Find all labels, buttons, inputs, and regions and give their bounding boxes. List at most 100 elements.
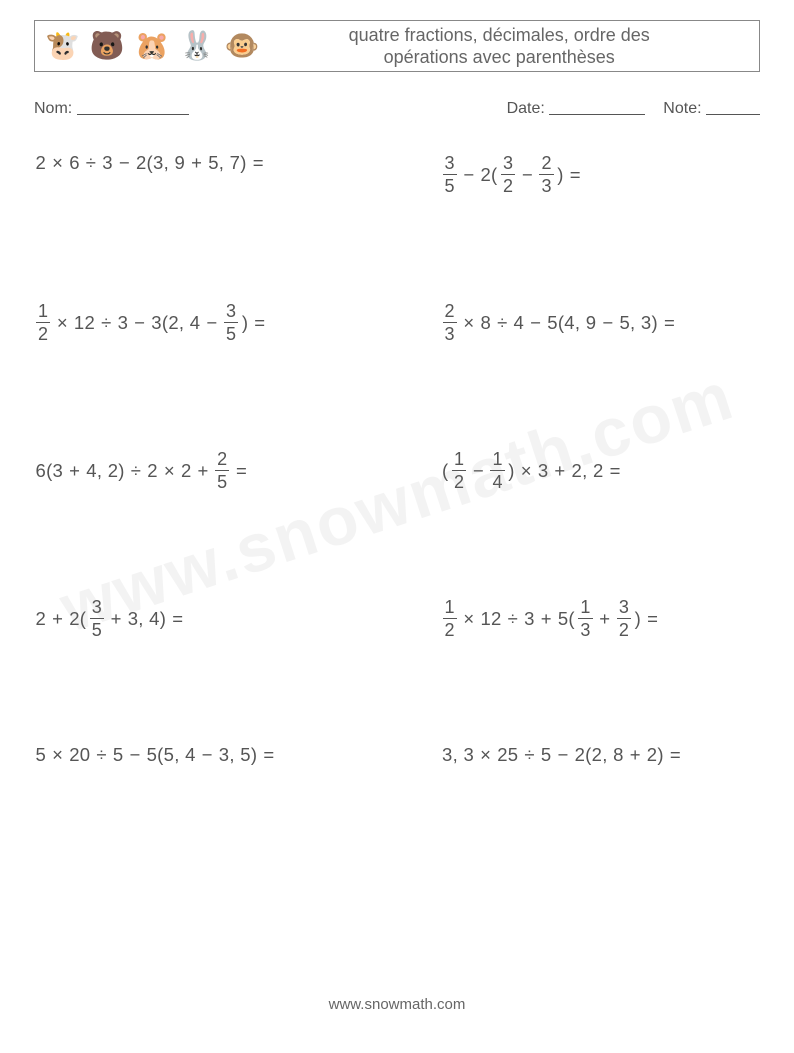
token: ) <box>507 460 516 482</box>
problem-row: 2×6÷3−2(3, 9+5, 7)=35−2(32−23)= <box>34 152 760 300</box>
fraction: 35 <box>443 152 457 197</box>
expression: 35−2(32−23)= <box>441 152 586 197</box>
operator: × <box>52 312 72 334</box>
operator: × <box>476 744 496 766</box>
name-label: Nom: <box>34 100 72 117</box>
token: 3, 3 <box>441 744 476 766</box>
problem-cell: 12×12÷3−3(2, 4−35)= <box>34 300 441 345</box>
fraction: 23 <box>443 300 457 345</box>
operator: − <box>553 744 573 766</box>
problem-row: 12×12÷3−3(2, 4−35)=23×8÷4−5(4, 9−5, 3)= <box>34 300 760 448</box>
operator: + <box>48 608 68 630</box>
token: 3, 4) <box>126 608 168 630</box>
expression: 23×8÷4−5(4, 9−5, 3)= <box>441 300 680 345</box>
animal-icon-4: 🐵 <box>225 32 260 60</box>
operator: + <box>595 608 615 630</box>
fraction: 32 <box>617 596 631 641</box>
operator: − <box>526 312 546 334</box>
operator: − <box>125 744 145 766</box>
worksheet-title: quatre fractions, décimales, ordre des o… <box>259 24 759 69</box>
token: ) <box>240 312 249 334</box>
note-field: Note: <box>663 96 760 118</box>
meta-row: Nom: Date: Note: <box>34 96 760 118</box>
operator: − <box>459 164 479 186</box>
operator: ÷ <box>97 312 116 334</box>
date-blank[interactable] <box>549 98 645 115</box>
expression: (12−14)×3+2, 2= <box>441 448 626 493</box>
fraction: 23 <box>539 152 553 197</box>
token: 5(5, 4 <box>145 744 197 766</box>
token: 5, 7) <box>207 152 249 174</box>
token: 2 <box>146 460 160 482</box>
name-field: Nom: <box>34 96 507 118</box>
operator: = <box>565 164 585 186</box>
operator: − <box>114 152 134 174</box>
expression: 6(3+4, 2)÷2×2+25= <box>34 448 252 493</box>
operator: ÷ <box>503 608 522 630</box>
operator: = <box>231 460 251 482</box>
operator: + <box>550 460 570 482</box>
name-blank[interactable] <box>77 98 189 115</box>
date-label: Date: <box>507 100 545 117</box>
problem-row: 5×20÷5−5(5, 4−3, 5)=3, 3×25÷5−2(2, 8+2)= <box>34 744 760 892</box>
expression: 12×12÷3+5(13+32)= <box>441 596 663 641</box>
token: ( <box>441 460 450 482</box>
token: 6 <box>68 152 82 174</box>
note-blank[interactable] <box>706 98 760 115</box>
operator: ÷ <box>520 744 539 766</box>
fraction: 32 <box>501 152 515 197</box>
token: 2 <box>34 152 48 174</box>
title-line-1: quatre fractions, décimales, ordre des <box>349 25 650 45</box>
token: 5( <box>556 608 576 630</box>
problem-cell: 2+2(35+3, 4)= <box>34 596 441 641</box>
token: 2( <box>479 164 499 186</box>
problem-cell: 6(3+4, 2)÷2×2+25= <box>34 448 441 493</box>
token: 6(3 <box>34 460 65 482</box>
operator: ÷ <box>81 152 100 174</box>
problem-cell: 23×8÷4−5(4, 9−5, 3)= <box>441 300 760 345</box>
operator: × <box>48 744 68 766</box>
operator: + <box>106 608 126 630</box>
animal-icon-0: 🐮 <box>45 32 80 60</box>
operator: − <box>130 312 150 334</box>
operator: = <box>665 744 685 766</box>
token: 12 <box>479 608 503 630</box>
operator: × <box>459 608 479 630</box>
token: 2) <box>645 744 665 766</box>
problem-row: 6(3+4, 2)÷2×2+25= (12−14)×3+2, 2= <box>34 448 760 596</box>
token: 3, 5) <box>217 744 259 766</box>
operator: + <box>625 744 645 766</box>
token: 3 <box>116 312 130 334</box>
token: 3 <box>536 460 550 482</box>
operator: = <box>605 460 625 482</box>
token: 4 <box>512 312 526 334</box>
token: 2(3, 9 <box>134 152 186 174</box>
token: ) <box>633 608 642 630</box>
operator: + <box>536 608 556 630</box>
animal-icon-2: 🐹 <box>135 32 170 60</box>
token: 3 <box>101 152 115 174</box>
token: 3(2, 4 <box>150 312 202 334</box>
token: 5, 3) <box>618 312 660 334</box>
problems-grid: 2×6÷3−2(3, 9+5, 7)=35−2(32−23)=12×12÷3−3… <box>34 152 760 892</box>
token: 2 <box>179 460 193 482</box>
problem-cell: 5×20÷5−5(5, 4−3, 5)= <box>34 744 441 766</box>
token: 12 <box>72 312 96 334</box>
operator: = <box>250 312 270 334</box>
token: 2, 2 <box>570 460 605 482</box>
token: 2 <box>34 608 48 630</box>
operator: + <box>65 460 85 482</box>
operator: × <box>459 312 479 334</box>
fraction: 14 <box>490 448 504 493</box>
header-icons: 🐮🐻🐹🐰🐵 <box>35 32 259 60</box>
fraction: 35 <box>90 596 104 641</box>
token: 2(2, 8 <box>573 744 625 766</box>
problem-cell: 35−2(32−23)= <box>441 152 760 197</box>
fraction: 12 <box>443 596 457 641</box>
operator: × <box>48 152 68 174</box>
token: ) <box>556 164 565 186</box>
operator: − <box>197 744 217 766</box>
token: 4, 2) <box>85 460 127 482</box>
animal-icon-1: 🐻 <box>90 32 125 60</box>
operator: + <box>193 460 213 482</box>
